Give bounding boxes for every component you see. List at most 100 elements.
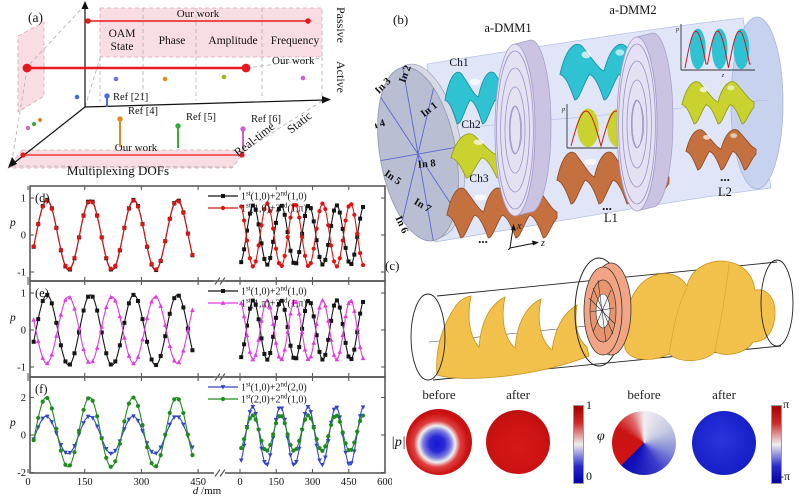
ref21-dot <box>104 93 110 99</box>
panel-c: (c) <box>385 257 794 381</box>
svg-text:450: 450 <box>190 477 206 488</box>
svg-text:0: 0 <box>237 477 242 488</box>
svg-text:300: 300 <box>134 477 150 488</box>
dot-oam <box>113 76 119 82</box>
category-frequency: Frequency <box>271 35 320 47</box>
line-end-dot <box>20 152 26 158</box>
dot-corner-magenta <box>25 125 31 131</box>
helical-wave-cylinder <box>410 257 794 381</box>
phase-cbar-min: -π <box>780 469 791 483</box>
dmm2-spiral-pattern <box>618 43 656 205</box>
ref5-dot <box>175 123 181 129</box>
z-axis-label: z <box>540 238 545 249</box>
svg-text:0: 0 <box>25 477 30 488</box>
svg-text:150: 150 <box>77 477 93 488</box>
axis-real-time: Real-time <box>231 119 277 159</box>
panel-c-tag: (c) <box>385 258 399 273</box>
phase-symbol: φ <box>597 429 605 444</box>
axis-multiplexing-dofs: Multiplexing DOFs <box>67 163 169 178</box>
helical-surface-creases <box>668 263 730 355</box>
svg-text:0: 0 <box>21 431 26 442</box>
ref21-label: Ref [21] <box>113 92 148 103</box>
helical-surface-right <box>623 260 776 361</box>
x-axis-arrow <box>511 224 516 231</box>
panel-a-gridlines <box>11 4 323 168</box>
legend-entry: 1st(1,0)+2nd(1,0) <box>241 190 307 203</box>
svg-text:z: z <box>721 73 725 79</box>
svg-text:0: 0 <box>21 231 26 242</box>
ref4-label: Ref [4] <box>128 106 158 117</box>
ch1-label: Ch1 <box>449 57 468 69</box>
phase-colorbar <box>771 405 782 484</box>
panel-a-axes <box>8 1 331 168</box>
category-oam: OAM <box>109 28 136 40</box>
phase-before-label: before <box>627 387 661 402</box>
dot-corner-green <box>31 121 37 127</box>
chart-panel-e: 1 0 -1 p 1st(1,0)+2nd(1,0)1st(1,π)+2nd(1,π) (… <box>9 280 386 381</box>
legend-entry: 1st(1,0)+2nd(1,0) <box>241 285 307 298</box>
panel-b: In 1 In 2 In 3 In 4 In 5 In 6 In 7 In 8 <box>375 3 784 250</box>
input-label-8: In 8 <box>417 158 436 171</box>
axis-static: Static <box>284 109 314 137</box>
svg-text:-1: -1 <box>17 363 26 374</box>
axis-arrow-right <box>322 96 331 104</box>
l2-label: L2 <box>718 185 732 199</box>
svg-text:p: p <box>9 312 16 324</box>
axis-active: Active <box>334 61 348 93</box>
panel-tag: (f) <box>35 382 48 396</box>
svg-text:300: 300 <box>305 477 321 488</box>
svg-text:1: 1 <box>21 194 26 205</box>
x-axis-label: x <box>516 221 522 232</box>
cylinder-right-cap <box>760 259 794 347</box>
svg-text:2: 2 <box>21 393 26 404</box>
our-work-label-top: Our work <box>177 8 220 20</box>
ref6-dot <box>240 126 246 132</box>
amp-after-map <box>486 410 550 474</box>
svg-text:0: 0 <box>21 326 26 337</box>
axis-arrow-up <box>81 1 89 9</box>
panel-a-tag: (a) <box>28 10 43 25</box>
l1-label: L1 <box>604 211 618 225</box>
axis-arrow-front <box>8 157 17 168</box>
our-work-label-mid: Our work <box>272 55 315 67</box>
amp-after-label: after <box>506 387 530 402</box>
top-plane <box>99 7 323 58</box>
ellipsis-input: ... <box>478 231 488 246</box>
svg-text:450: 450 <box>341 477 357 488</box>
dot-frequency <box>300 75 306 81</box>
disk-sector-lines <box>380 67 456 241</box>
legend-entry: 1st(1,0)+2nd(2,0) <box>241 381 307 394</box>
panel-tag: (d) <box>35 191 50 205</box>
phase-after-map <box>692 411 756 475</box>
inset-pressure-plot: pz <box>675 24 755 79</box>
ref5-label: Ref [5] <box>186 112 216 123</box>
wave-surface <box>681 81 755 125</box>
dmm1-label: a-DMM1 <box>484 21 531 35</box>
svg-text:-1: -1 <box>17 268 26 279</box>
legend-entry: 1st(2,0)+2nd(1,0) <box>241 393 307 406</box>
line-end-dot <box>239 152 245 158</box>
phase-cbar-max: π <box>783 397 790 411</box>
metasurface-device <box>574 257 632 367</box>
legend-entry: 1st(1,π)+2nd(1,π) <box>241 297 307 310</box>
line-end-dot <box>22 63 32 73</box>
svg-text:p: p <box>675 27 679 33</box>
line-end-dot <box>85 18 91 24</box>
field-maps: |p| before after 1 0 φ before after π -π <box>390 385 800 496</box>
amplitude-symbol: |p| <box>391 435 406 450</box>
our-work-label-bottom: Our work <box>115 142 158 154</box>
axis-passive: Passive <box>334 7 348 43</box>
reference-lollipops: Ref [21] Ref [4] Ref [5] Ref [6] <box>104 92 281 149</box>
ellipsis-l1: ... <box>602 198 612 213</box>
ch3-label: Ch3 <box>469 173 488 185</box>
panel-b-tag: (b) <box>393 12 408 27</box>
svg-text:-2: -2 <box>17 468 26 479</box>
legend-entry: 1st(1,0)+2nd(1,π) <box>241 202 307 215</box>
dmm1-spiral-pattern <box>496 50 534 210</box>
wave-surface <box>685 129 757 171</box>
scatter-dots <box>25 74 306 131</box>
svg-text:p: p <box>9 217 16 229</box>
svg-text:600: 600 <box>377 477 392 488</box>
line-end-dot <box>241 63 251 73</box>
